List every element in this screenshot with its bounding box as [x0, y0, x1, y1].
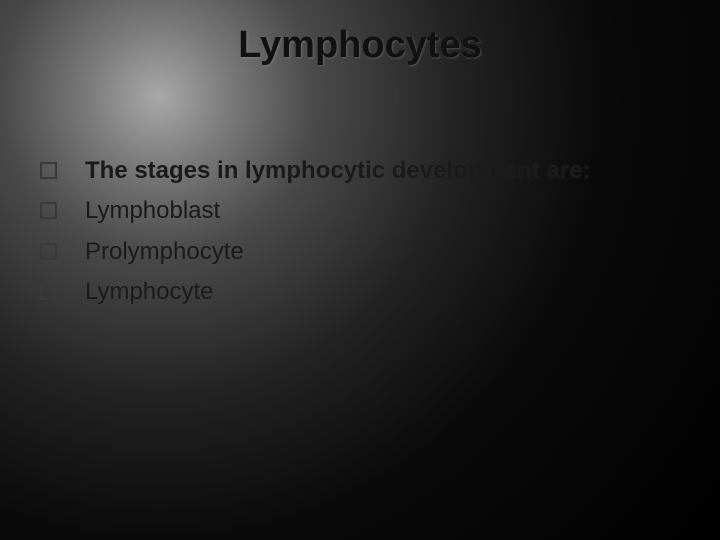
bullet-text: The stages in lymphocytic development ar…: [85, 155, 590, 187]
list-item: Lymphocyte: [40, 276, 680, 308]
list-item: Prolymphocyte: [40, 236, 680, 268]
list-item: The stages in lymphocytic development ar…: [40, 155, 680, 187]
square-bullet-icon: [40, 283, 57, 300]
slide-title: Lymphocytes: [0, 24, 720, 67]
list-item: Lymphoblast: [40, 195, 680, 227]
square-bullet-icon: [40, 243, 57, 260]
slide-content: The stages in lymphocytic development ar…: [40, 155, 680, 317]
square-bullet-icon: [40, 162, 57, 179]
bullet-text: Lymphocyte: [85, 276, 214, 308]
slide: Lymphocytes The stages in lymphocytic de…: [0, 0, 720, 540]
bullet-text: Prolymphocyte: [85, 236, 244, 268]
square-bullet-icon: [40, 202, 57, 219]
bullet-text: Lymphoblast: [85, 195, 220, 227]
